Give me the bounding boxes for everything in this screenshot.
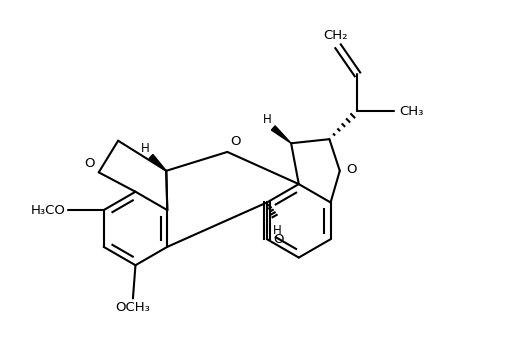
Text: H: H [263, 113, 271, 126]
Text: H: H [141, 142, 149, 155]
Text: H: H [273, 224, 281, 237]
Text: O: O [230, 135, 240, 148]
Text: CH₂: CH₂ [323, 29, 348, 42]
Text: O: O [346, 163, 356, 176]
Text: O: O [273, 233, 283, 246]
Polygon shape [271, 126, 291, 143]
Text: O: O [84, 157, 95, 170]
Text: H₃CO: H₃CO [31, 204, 65, 217]
Polygon shape [149, 154, 166, 171]
Text: OCH₃: OCH₃ [116, 301, 151, 314]
Text: CH₃: CH₃ [399, 105, 424, 118]
